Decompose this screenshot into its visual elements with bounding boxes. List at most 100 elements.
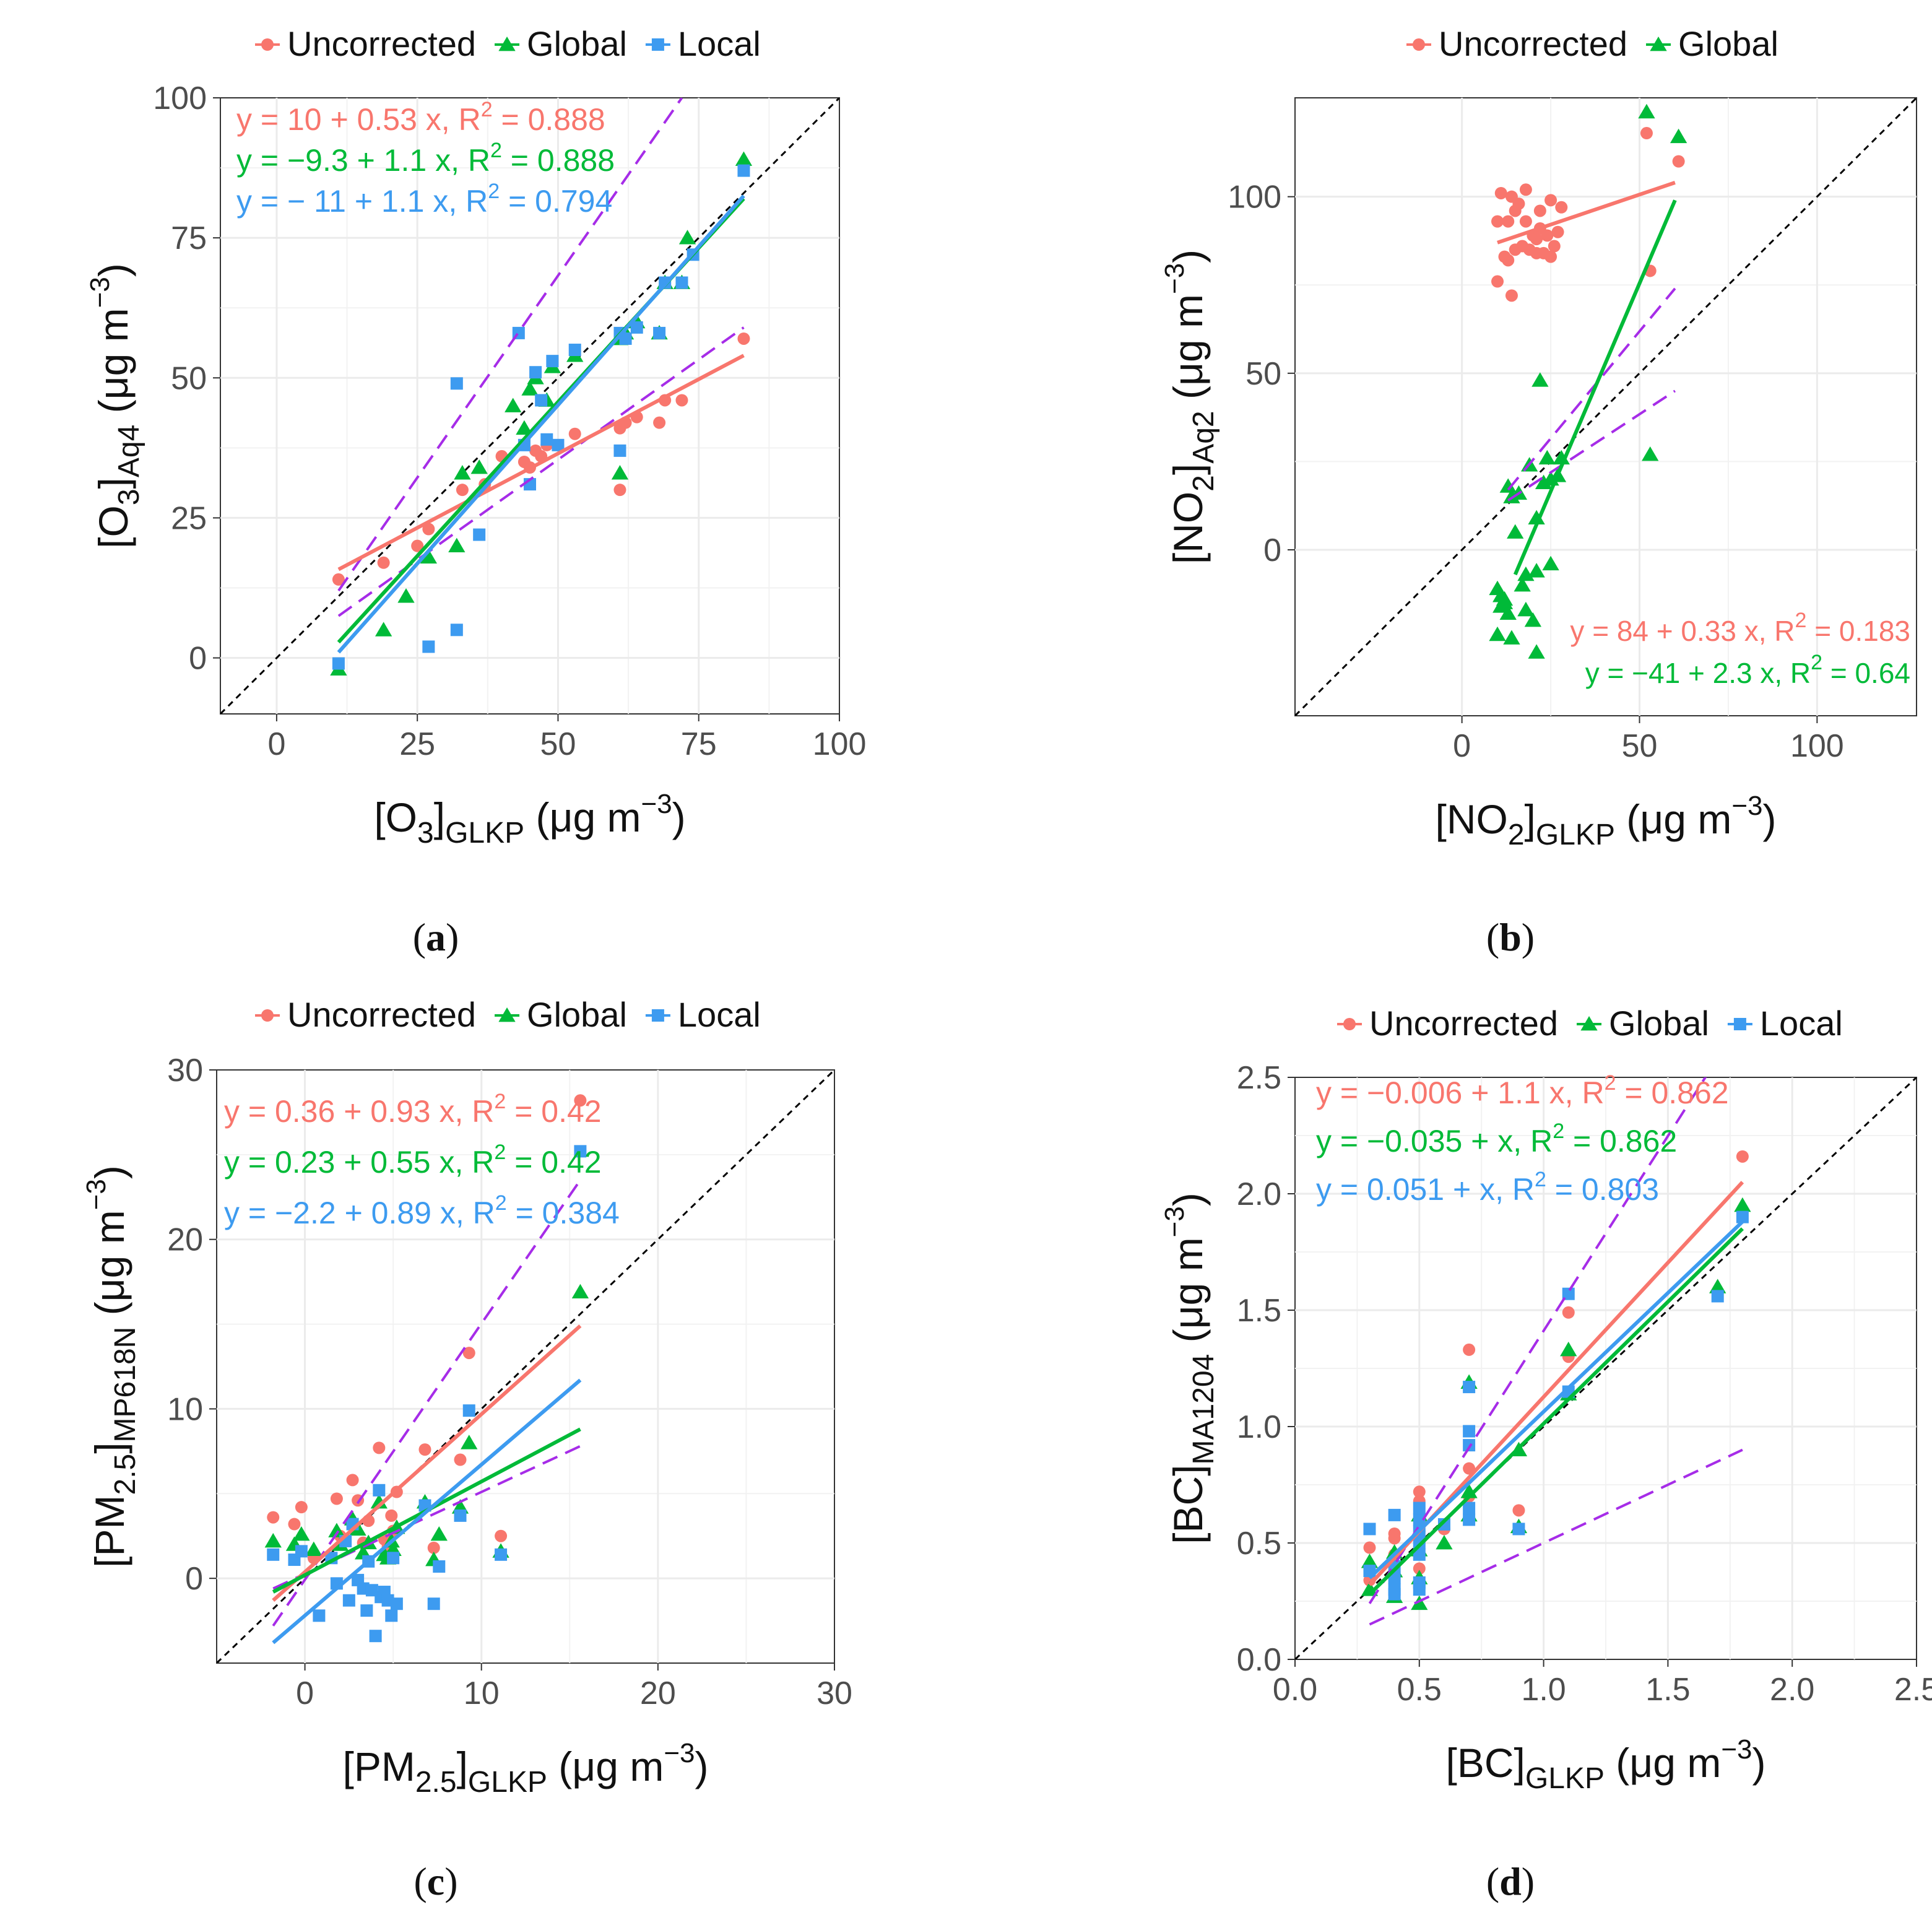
x-axis-title: [O3]GLKP (μg m−3) <box>374 789 685 850</box>
legend-marker <box>651 38 664 51</box>
x-axis-title: [NO2]GLKP (μg m−3) <box>1436 791 1777 851</box>
fit-line-uncorrected <box>272 1324 582 1602</box>
fit-line-local <box>1368 1220 1744 1580</box>
data-point <box>473 528 486 541</box>
legend: Uncorrected Global Local <box>255 24 761 63</box>
y-tick-label: 30 <box>167 1053 203 1089</box>
data-point <box>390 1597 403 1610</box>
data-point <box>535 394 548 407</box>
legend-marker <box>651 1009 664 1022</box>
y-axis-title: [O3]Aq4 (μg m−3) <box>85 263 145 549</box>
data-point <box>360 1604 373 1617</box>
data-point <box>332 657 345 670</box>
x-tick-label: 75 <box>681 726 717 762</box>
data-point <box>1505 289 1518 302</box>
legend-marker <box>498 1007 516 1022</box>
equation-uncorrected: y = 84 + 0.33 x, R2 = 0.183 <box>1570 609 1910 647</box>
data-point <box>630 321 643 334</box>
data-point <box>1503 630 1520 645</box>
identity-line <box>1295 1077 1917 1659</box>
y-tick-label: 1.0 <box>1237 1409 1281 1445</box>
x-tick-label: 0.0 <box>1273 1672 1317 1708</box>
data-point <box>1413 1583 1426 1596</box>
equation-global: y = −41 + 2.3 x, R2 = 0.64 <box>1585 651 1910 689</box>
data-point <box>613 444 626 457</box>
plot-content <box>1295 1077 1917 1659</box>
legend-marker <box>1650 37 1667 51</box>
data-point <box>450 377 463 390</box>
legend-label-local: Local <box>678 24 761 63</box>
y-tick-label: 20 <box>167 1222 203 1258</box>
data-point <box>330 1492 343 1505</box>
equation-local: y = −2.2 + 0.89 x, R2 = 0.384 <box>224 1191 620 1230</box>
data-point <box>1709 1279 1726 1293</box>
fit-line-global <box>1513 199 1677 576</box>
data-point <box>427 1597 440 1610</box>
data-point <box>373 1441 386 1454</box>
data-point <box>373 1484 386 1497</box>
data-point <box>1507 524 1524 539</box>
x-axis: 0 10 20 30 <box>296 1663 852 1711</box>
legend: Uncorrected Global Local <box>255 995 761 1034</box>
data-point <box>1388 1532 1401 1545</box>
data-point <box>1530 233 1543 246</box>
data-point <box>540 433 553 446</box>
y-tick-label: 25 <box>171 500 207 536</box>
panel-d: 0.0 0.5 1.0 1.5 2.0 2.5 0.0 0.5 1.0 1.5 2.0 2.5 y = … <box>1159 1004 1932 1903</box>
data-point <box>505 398 522 412</box>
legend-label-uncorrected: Uncorrected <box>1439 24 1627 63</box>
data-point <box>619 332 632 345</box>
data-point <box>1642 446 1659 461</box>
data-point <box>1363 1541 1376 1554</box>
data-point <box>1437 1518 1450 1531</box>
x-axis: 0 50 100 <box>1453 716 1844 764</box>
data-point <box>385 1509 398 1522</box>
data-point <box>1494 186 1507 199</box>
data-point <box>295 1501 308 1514</box>
equation-uncorrected: y = −0.006 + 1.1 x, R2 = 0.862 <box>1316 1071 1729 1110</box>
data-point <box>1491 275 1504 288</box>
data-point <box>1542 555 1559 571</box>
panel-label: (a) <box>413 915 459 959</box>
data-point <box>1638 103 1655 119</box>
envelope-line <box>1369 1448 1743 1626</box>
x-tick-label: 100 <box>813 726 867 762</box>
data-point <box>1562 1287 1575 1300</box>
x-axis: 0 25 50 75 100 <box>267 714 866 762</box>
data-point <box>1528 510 1545 525</box>
x-axis: 0.0 0.5 1.0 1.5 2.0 2.5 <box>1273 1659 1932 1708</box>
data-point <box>1672 155 1685 168</box>
data-point <box>1512 1504 1525 1517</box>
y-axis-title: [BC]MA1204 (μg m−3) <box>1159 1193 1220 1544</box>
data-point <box>678 230 696 245</box>
legend-label-uncorrected: Uncorrected <box>287 995 476 1034</box>
data-point <box>574 1094 587 1107</box>
data-point <box>1463 1425 1476 1438</box>
equation-uncorrected: y = 0.36 + 0.93 x, R2 = 0.42 <box>224 1090 602 1129</box>
data-point <box>1489 626 1506 641</box>
data-point <box>433 1560 446 1573</box>
data-point <box>516 420 533 435</box>
equation-uncorrected: y = 10 + 0.53 x, R2 = 0.888 <box>236 98 605 137</box>
legend-label-uncorrected: Uncorrected <box>287 24 476 63</box>
data-point <box>397 588 415 603</box>
envelope-line <box>1507 389 1676 502</box>
x-tick-label: 1.0 <box>1521 1672 1566 1708</box>
y-tick-label: 0.0 <box>1237 1642 1281 1678</box>
data-point <box>267 1548 280 1561</box>
equation-global: y = −0.035 + x, R2 = 0.862 <box>1316 1119 1677 1158</box>
data-point <box>1499 605 1517 620</box>
panel-label: (b) <box>1486 915 1535 959</box>
data-point <box>1512 1523 1525 1536</box>
x-tick-label: 2.0 <box>1770 1672 1814 1708</box>
identity-line <box>220 98 839 714</box>
data-point <box>1548 240 1561 253</box>
data-point <box>529 366 542 379</box>
equation-local: y = − 11 + 1.1 x, R2 = 0.794 <box>236 180 612 219</box>
data-point <box>675 394 688 407</box>
legend-marker <box>261 38 274 51</box>
data-point <box>1388 1583 1401 1596</box>
data-point <box>430 1526 448 1541</box>
data-point <box>1413 1562 1426 1575</box>
